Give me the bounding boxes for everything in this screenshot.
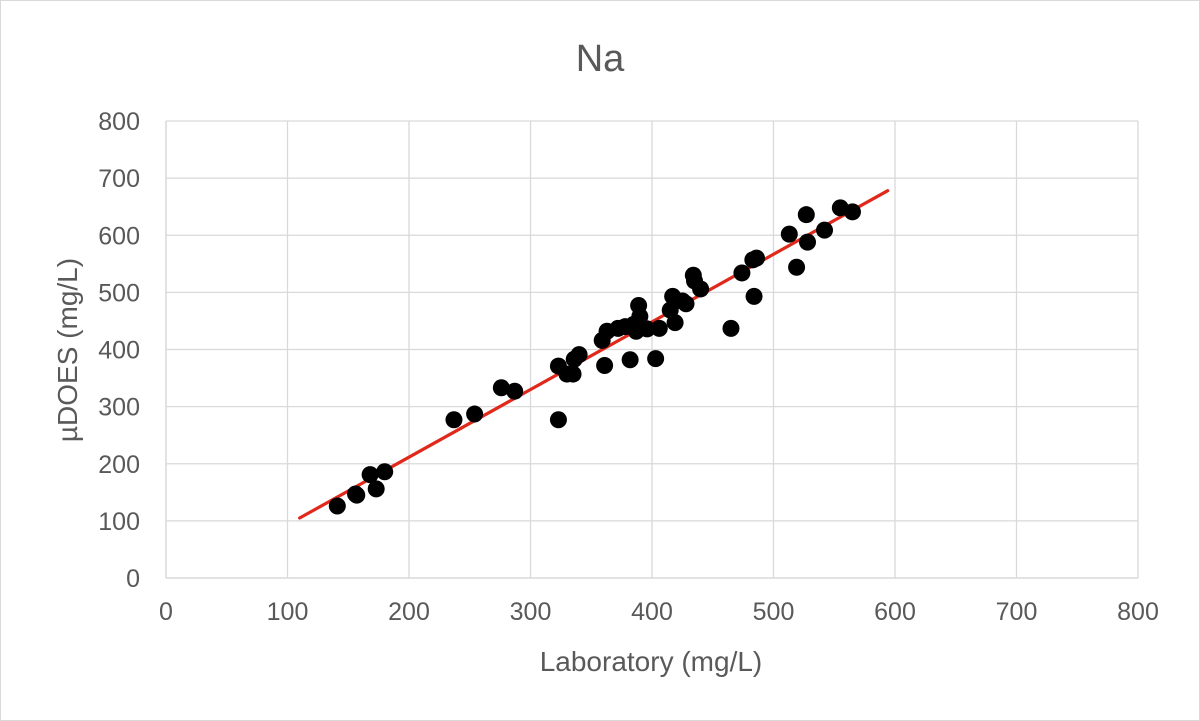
- y-tick-label: 200: [98, 451, 140, 479]
- trendline: [298, 189, 890, 520]
- data-point: [506, 382, 524, 400]
- data-point: [376, 463, 394, 481]
- data-point: [621, 351, 639, 369]
- data-point: [570, 346, 588, 364]
- data-point: [799, 233, 817, 251]
- y-tick-label: 800: [98, 108, 140, 136]
- gridlines: [166, 120, 1139, 578]
- data-point: [328, 497, 346, 515]
- y-tick-label: 600: [98, 222, 140, 250]
- trendline-layer: [298, 189, 890, 520]
- tick-labels: 0 100 200 300 400 500 600 700 800 0 100 200 300 400 50…: [98, 108, 1159, 626]
- data-point: [638, 320, 656, 338]
- data-point: [745, 287, 763, 305]
- data-point: [361, 466, 379, 484]
- y-tick-label: 0: [126, 565, 140, 593]
- data-point: [445, 411, 463, 429]
- x-tick-label: 400: [631, 598, 673, 626]
- data-point: [564, 365, 582, 383]
- x-tick-label: 600: [874, 598, 916, 626]
- data-point: [747, 249, 765, 267]
- axes: [165, 121, 1138, 579]
- x-tick-label: 500: [753, 598, 795, 626]
- x-tick-label: 0: [159, 598, 173, 626]
- data-point: [549, 411, 567, 429]
- data-point: [492, 379, 510, 397]
- x-tick-label: 200: [388, 598, 430, 626]
- y-tick-label: 300: [98, 394, 140, 422]
- data-point: [596, 356, 614, 374]
- y-tick-label: 700: [98, 165, 140, 193]
- data-point: [650, 319, 668, 337]
- data-point: [666, 314, 684, 332]
- data-point: [816, 221, 834, 239]
- data-point: [677, 295, 695, 313]
- data-points: [328, 199, 861, 515]
- data-point: [466, 405, 484, 423]
- data-point: [788, 258, 806, 276]
- y-tick-label: 100: [98, 508, 140, 536]
- data-point: [367, 480, 385, 498]
- x-tick-label: 800: [1117, 598, 1159, 626]
- x-tick-label: 100: [267, 598, 309, 626]
- data-point: [843, 203, 861, 221]
- y-tick-label: 500: [98, 279, 140, 307]
- x-axis-title: Laboratory (mg/L): [540, 646, 763, 677]
- data-point: [692, 280, 710, 298]
- chart-title: Na: [576, 38, 625, 80]
- x-tick-label: 300: [510, 598, 552, 626]
- x-tick-label: 700: [996, 598, 1038, 626]
- y-axis-title: µDOES (mg/L): [52, 258, 83, 442]
- data-point: [722, 319, 740, 337]
- data-point: [797, 206, 815, 224]
- data-point: [733, 264, 751, 282]
- data-point: [348, 486, 366, 504]
- y-tick-label: 400: [98, 337, 140, 365]
- data-point: [631, 307, 649, 325]
- data-point: [647, 350, 665, 368]
- data-point: [780, 225, 798, 243]
